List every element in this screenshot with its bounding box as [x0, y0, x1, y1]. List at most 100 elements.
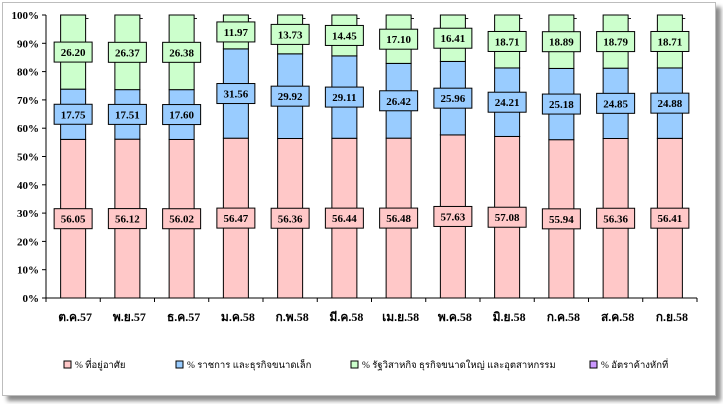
- data-label-box: [107, 103, 147, 125]
- y-tick-label: 30%: [17, 208, 39, 220]
- data-label-box: [53, 41, 93, 63]
- y-tick-label: 0%: [23, 293, 40, 305]
- data-label-zero: -: [519, 12, 523, 24]
- data-label-box: [487, 206, 527, 228]
- data-label-box: [596, 31, 636, 53]
- data-label-box: [107, 41, 147, 63]
- legend-label: % อัตราค้างหักที่: [601, 358, 668, 371]
- data-label-box: [650, 92, 690, 114]
- y-tick-label: 40%: [17, 180, 39, 192]
- data-label: 57.63: [441, 211, 466, 223]
- legend-label: % รัฐวิสาหกิจ ธุรกิจขนาดใหญ่ และอุตสาหกร…: [362, 359, 556, 371]
- data-label: 56.36: [603, 213, 628, 225]
- data-label-box: [379, 207, 419, 229]
- data-label: 55.94: [549, 214, 574, 226]
- y-tick-label: 80%: [17, 67, 39, 79]
- data-label: 56.36: [278, 213, 303, 225]
- data-label: 25.18: [549, 99, 574, 111]
- data-label: 18.71: [658, 36, 683, 48]
- data-label: 16.41: [441, 33, 466, 45]
- data-label: 26.37: [115, 47, 140, 59]
- data-label-box: [433, 87, 473, 109]
- data-label-zero: -: [85, 12, 89, 24]
- x-tick-label: มิ.ย.58: [493, 310, 526, 324]
- data-label-box: [487, 30, 527, 52]
- data-label: 13.73: [278, 29, 303, 41]
- data-label: 18.71: [495, 36, 520, 48]
- y-tick-label: 10%: [17, 265, 39, 277]
- data-label: 24.88: [658, 98, 683, 110]
- data-label-box: [379, 90, 419, 112]
- data-label-box: [596, 207, 636, 229]
- data-label-zero: -: [628, 12, 632, 24]
- y-tick-label: 100%: [12, 10, 40, 22]
- data-label-box: [216, 21, 256, 43]
- data-label-box: [650, 30, 690, 52]
- y-tick-label: 90%: [17, 38, 39, 50]
- data-label-box: [379, 28, 419, 50]
- data-label-box: [270, 23, 310, 45]
- legend-swatch: [175, 360, 184, 369]
- data-label-zero: -: [574, 12, 578, 24]
- y-tick-label: 50%: [17, 152, 39, 164]
- data-label: 24.21: [495, 97, 520, 109]
- data-label: 17.51: [115, 109, 140, 121]
- y-tick-label: 20%: [17, 236, 39, 248]
- data-label-box: [541, 93, 581, 115]
- data-label-box: [270, 85, 310, 107]
- data-label-zero: -: [465, 12, 469, 24]
- data-label: 56.47: [224, 213, 249, 225]
- data-label-box: [270, 207, 310, 229]
- x-tick-label: ก.ค.58: [547, 310, 580, 324]
- x-tick-label: พ.ย.57: [113, 310, 146, 324]
- data-label-box: [53, 103, 93, 125]
- data-label: 29.92: [278, 91, 303, 103]
- data-label-box: [487, 91, 527, 113]
- legend-swatch: [63, 360, 72, 369]
- data-label-box: [541, 31, 581, 53]
- data-label-box: [324, 207, 364, 229]
- data-label-zero: -: [357, 12, 361, 24]
- x-tick-label: พ.ค.58: [438, 310, 472, 324]
- data-label-box: [541, 208, 581, 230]
- data-label-box: [324, 86, 364, 108]
- x-tick-label: เม.ย.58: [382, 310, 419, 324]
- data-label: 56.02: [169, 214, 194, 226]
- x-tick-label: ก.พ.58: [276, 310, 309, 324]
- legend-swatch: [589, 360, 598, 369]
- data-label: 14.45: [332, 30, 357, 42]
- data-label-zero: -: [194, 12, 198, 24]
- data-label: 56.44: [332, 213, 357, 225]
- data-label: 17.75: [61, 109, 86, 121]
- y-tick-label: 60%: [17, 123, 39, 135]
- data-label-zero: -: [411, 12, 415, 24]
- data-label-box: [216, 207, 256, 229]
- x-tick-label: ธ.ค.57: [167, 310, 200, 324]
- data-label-box: [324, 24, 364, 46]
- data-label-zero: -: [682, 12, 686, 24]
- data-label: 18.89: [549, 37, 574, 49]
- data-label-box: [596, 92, 636, 114]
- data-label-box: [162, 208, 202, 230]
- data-label-box: [162, 41, 202, 63]
- data-label: 26.42: [386, 96, 411, 108]
- data-label: 56.12: [115, 214, 140, 226]
- data-label: 25.96: [441, 93, 466, 105]
- data-label: 24.85: [603, 98, 628, 110]
- data-label: 26.38: [169, 47, 194, 59]
- legend-label: % ที่อยู่อาศัย: [75, 358, 125, 371]
- data-label: 56.48: [386, 213, 411, 225]
- legend-swatch: [350, 360, 359, 369]
- data-label: 29.11: [332, 92, 356, 104]
- data-label: 56.41: [658, 213, 683, 225]
- data-label: 18.79: [603, 37, 628, 49]
- x-tick-label: ก.ย.58: [656, 310, 688, 324]
- data-label-box: [162, 104, 202, 126]
- x-tick-label: ส.ค.58: [601, 310, 634, 324]
- data-label-box: [650, 207, 690, 229]
- data-label: 17.60: [169, 110, 194, 122]
- data-label: 31.56: [224, 89, 249, 101]
- data-label-box: [216, 83, 256, 105]
- data-label-box: [107, 208, 147, 230]
